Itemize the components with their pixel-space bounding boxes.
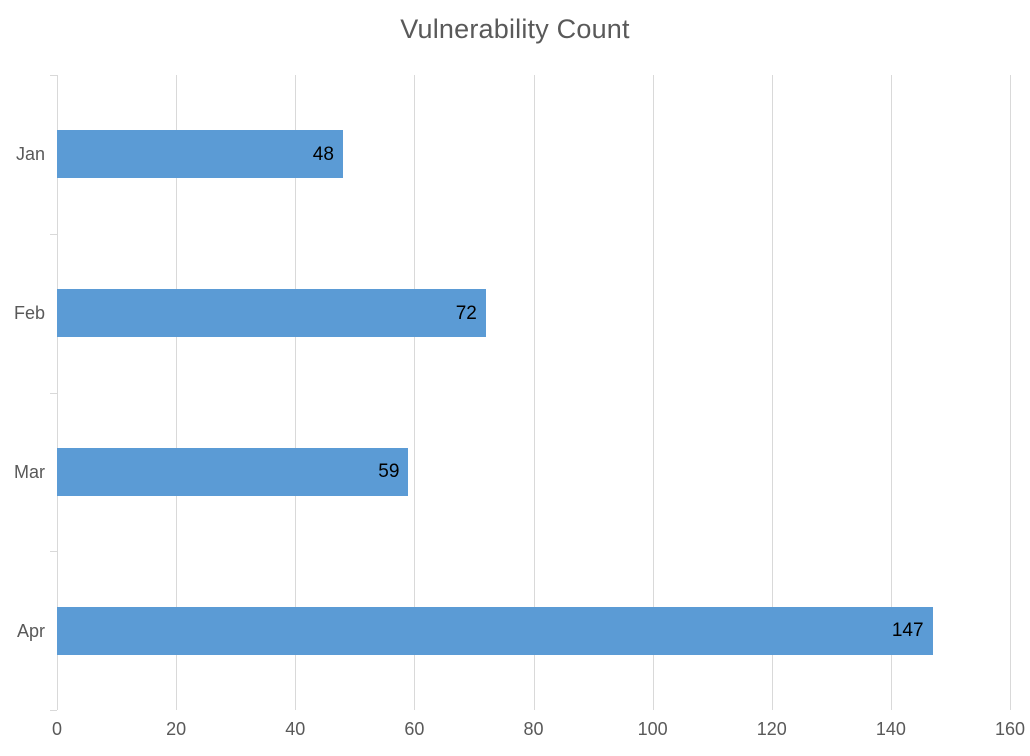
bar-feb: 72 [57,289,486,338]
plot-area: 48 72 59 147 [50,75,1011,711]
gridline-x-100 [652,75,654,710]
x-axis-tick-label: 140 [875,719,906,739]
gridline-x-120 [771,75,773,710]
x-axis-tick-label: 120 [756,719,787,739]
category-axis-tick [50,233,57,235]
gridline-x-60 [414,75,416,710]
category-label-feb: Feb [13,303,45,324]
gridline-x-0 [57,75,58,710]
data-label-mar: 59 [378,461,400,483]
category-label-mar: Mar [14,461,45,482]
category-label-apr: Apr [16,620,45,641]
data-label-jan: 48 [312,143,334,165]
category-axis-tick [50,551,57,553]
gridline-x-20 [176,75,178,710]
chart-title: Vulnerability Count [400,14,630,44]
x-axis-tick-label: 100 [637,719,668,739]
data-label-apr: 147 [891,620,924,642]
category-label-jan: Jan [15,144,45,165]
gridline-x-160 [1010,75,1011,710]
x-axis-tick-label: 20 [166,719,187,739]
bar-apr: 147 [57,606,933,655]
x-axis-tick-label: 60 [404,719,425,739]
bar-jan: 48 [57,130,343,179]
x-axis-tick-label: 80 [523,719,544,739]
x-axis-tick-label: 40 [285,719,306,739]
gridline-x-140 [890,75,892,710]
category-axis-tick [50,710,57,711]
bar-mar: 59 [57,447,409,496]
data-label-feb: 72 [455,302,477,324]
x-axis-tick-label: 160 [994,719,1026,739]
category-axis-tick [50,392,57,394]
category-axis-tick [50,75,57,76]
gridline-x-80 [533,75,535,710]
x-axis-tick-label: 0 [51,719,63,739]
gridline-x-40 [295,75,297,710]
